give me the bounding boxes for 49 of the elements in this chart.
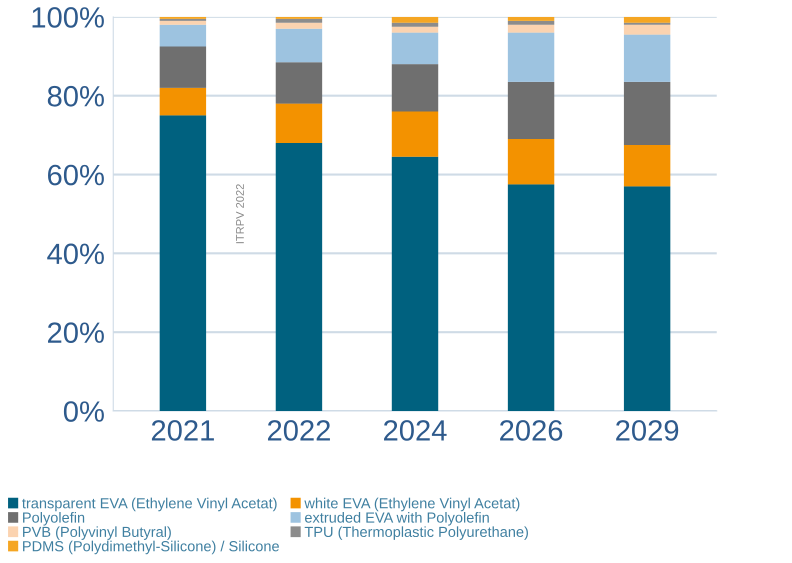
bar	[392, 16, 438, 23]
bar	[276, 62, 322, 104]
bar	[276, 143, 322, 411]
bar	[508, 82, 554, 140]
x-tick-label: 2021	[152, 420, 214, 441]
y-tick-label: 80%	[48, 86, 104, 107]
bar	[160, 24, 206, 46]
legend-label: TPU (Thermoplastic Polyurethane)	[304, 526, 528, 540]
bar	[508, 20, 554, 25]
legend-label: Polyolefin	[23, 512, 84, 526]
legend-label: extruded EVA with Polyolefin	[305, 512, 489, 526]
legend-label: white EVA (Ethylene Vinyl Acetat)	[304, 498, 520, 512]
x-tick-label: 2022	[268, 420, 330, 441]
bar	[392, 111, 438, 157]
bar	[508, 24, 554, 33]
bar	[508, 32, 554, 82]
bar	[624, 82, 670, 145]
legend-label: PVB (Polyvinyl Butyral)	[23, 526, 171, 540]
bar	[624, 144, 670, 186]
bar	[160, 46, 206, 88]
bar	[624, 186, 670, 411]
bar	[624, 24, 670, 35]
bar	[392, 64, 438, 112]
bar	[276, 28, 322, 62]
bar	[392, 32, 438, 64]
bar	[508, 139, 554, 184]
bar	[508, 184, 554, 411]
y-tick-label: 100%	[32, 7, 104, 28]
bar	[160, 115, 206, 411]
bar	[276, 22, 322, 29]
bar	[624, 16, 670, 23]
bar	[276, 104, 322, 143]
annotation: ITRPV 2022	[236, 184, 244, 244]
legend-label: transparent EVA (Ethylene Vinyl Acetat)	[22, 498, 277, 512]
y-tick-label: 60%	[48, 164, 104, 186]
bar	[508, 16, 554, 21]
bar	[160, 20, 206, 25]
x-tick-label: 2026	[500, 420, 562, 441]
bar	[392, 156, 438, 411]
bar	[392, 26, 438, 33]
y-tick-label: 0%	[64, 401, 104, 422]
bar	[276, 18, 322, 23]
bar	[160, 88, 206, 116]
x-tick-label: 2024	[384, 420, 447, 441]
x-tick-label: 2029	[616, 420, 678, 441]
legend-label: PDMS (Polydimethyl-Silicone) / Silicone	[23, 540, 279, 554]
bar	[624, 34, 670, 82]
y-tick-label: 40%	[47, 244, 104, 264]
y-tick-label: 20%	[48, 322, 104, 344]
